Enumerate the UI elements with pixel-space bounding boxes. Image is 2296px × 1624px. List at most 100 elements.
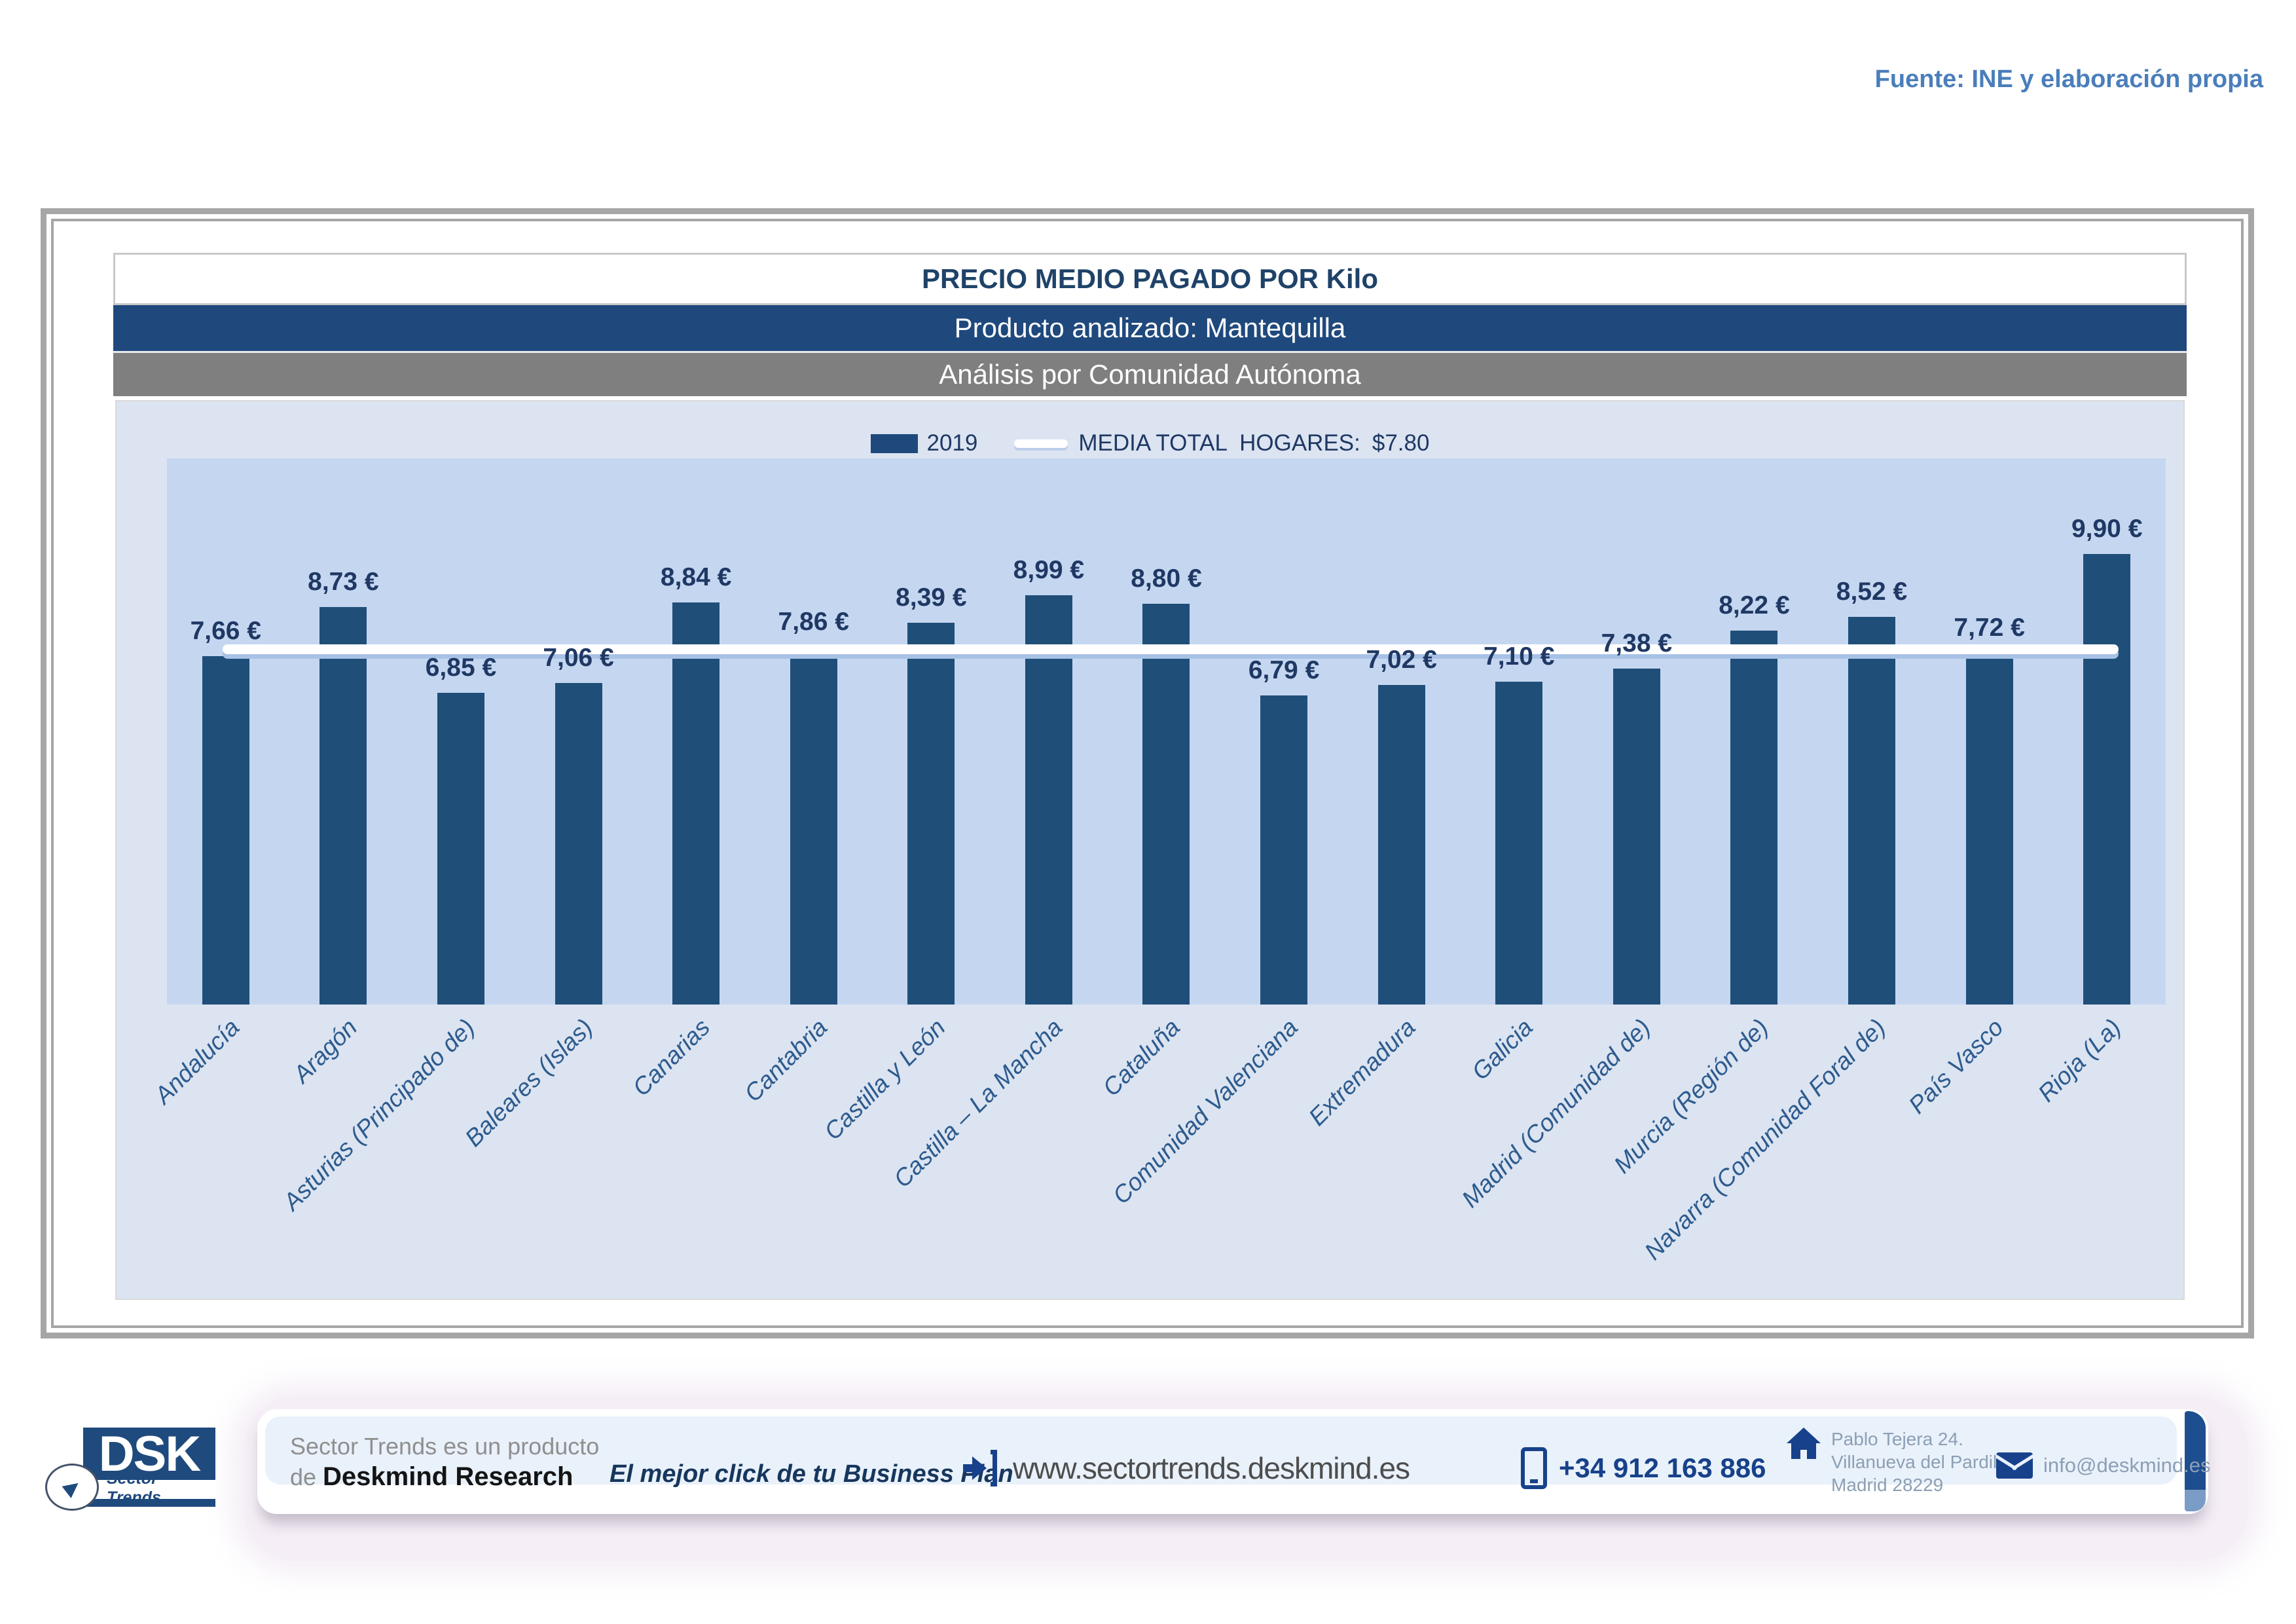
x-axis-label: Madrid (Comunidad de): [1457, 1014, 1656, 1213]
x-axis-labels: Andalucía Aragón Asturias (Principado de) B…: [149, 1005, 2166, 1299]
bar-slot: 7,86 €: [755, 458, 873, 1005]
bar: [1848, 616, 1896, 1005]
x-axis-label: Rioja (La): [2032, 1014, 2126, 1107]
bar: [1025, 595, 1072, 1005]
bar-slot: 6,85 €: [402, 458, 520, 1005]
series-label: 2019: [926, 430, 978, 456]
footer-address-row: Pablo Tejera 24. Villanueva del Pardillo.…: [1787, 1428, 2016, 1496]
footer-product-prefix: Sector Trends es un producto: [290, 1433, 600, 1460]
footer-slogan: El mejor click de tu Business Plan: [610, 1460, 1013, 1488]
bar-value-label: 8,39 €: [896, 583, 967, 612]
footer-brand: Deskmind Research: [323, 1462, 574, 1491]
cursor-arrow-icon: ►: [54, 1468, 90, 1506]
logo-tagline: Sector Trends: [107, 1469, 161, 1507]
bar-value-label: 8,73 €: [308, 568, 379, 597]
chart-legend: 2019 MEDIA TOTAL HOGARES: $7.80: [117, 430, 2183, 456]
bar-value-label: 8,99 €: [1013, 556, 1085, 585]
footer-accent-bar: [2185, 1411, 2206, 1490]
bar: [1965, 653, 2013, 1005]
bar-slot: 9,90 €: [2048, 458, 2166, 1005]
footer-product-line: Sector Trends es un producto de Deskmind…: [290, 1431, 599, 1492]
bar: [1377, 685, 1425, 1005]
bar-slot: 8,22 €: [1696, 458, 1813, 1005]
bar-slot: 8,84 €: [637, 458, 755, 1005]
bar-slot: 7,66 €: [167, 458, 285, 1005]
bar-slot: 8,39 €: [873, 458, 991, 1005]
logo-block: DSK: [83, 1426, 215, 1482]
chart-header: PRECIO MEDIO PAGADO POR Kilo Producto an…: [113, 253, 2187, 396]
bar-slot: 8,73 €: [285, 458, 403, 1005]
x-axis-label: Cantabria: [739, 1014, 833, 1107]
media-line-swatch-icon: [1014, 439, 1068, 448]
bar-slot: 8,99 €: [990, 458, 1108, 1005]
subtitle-analysis: Análisis por Comunidad Autónoma: [113, 353, 2187, 396]
bar-slot: 6,79 €: [1225, 458, 1343, 1005]
bar-value-label: 6,85 €: [425, 653, 497, 682]
bar-value-label: 8,84 €: [660, 563, 732, 591]
bar: [555, 683, 602, 1005]
x-axis-label: País Vasco: [1903, 1014, 2009, 1119]
bar-value-label: 7,38 €: [1601, 629, 1673, 658]
x-axis-label: Galicia: [1467, 1014, 1539, 1085]
bar: [437, 692, 484, 1005]
bar-slot: 8,80 €: [1108, 458, 1226, 1005]
bar-slot: 7,02 €: [1343, 458, 1461, 1005]
dsk-logo: DSK Sector Trends ►: [45, 1426, 215, 1511]
logo-acronym: DSK: [98, 1426, 201, 1482]
x-axis-label: Asturias (Principado de): [278, 1014, 480, 1216]
bar-slot: 7,10 €: [1460, 458, 1578, 1005]
x-axis-label: Extremadura: [1303, 1014, 1421, 1131]
bar-value-label: 7,10 €: [1484, 642, 1555, 671]
bar-value-label: 6,79 €: [1248, 656, 1320, 685]
bar: [202, 655, 249, 1005]
footer-phone-number[interactable]: +34 912 163 886: [1559, 1452, 1766, 1483]
bar-value-label: 8,22 €: [1719, 591, 1790, 619]
bar-slot: 7,38 €: [1578, 458, 1696, 1005]
bar: [319, 607, 367, 1005]
arrow-bracket-icon: [963, 1450, 1001, 1486]
bar: [1260, 695, 1308, 1005]
bar: [2083, 553, 2131, 1005]
bar: [907, 622, 955, 1005]
home-icon: [1787, 1428, 1821, 1462]
source-note: Fuente: INE y elaboración propia: [1874, 65, 2263, 93]
footer-website-row: www.sectortrends.deskmind.es: [963, 1450, 1410, 1486]
page-title: PRECIO MEDIO PAGADO POR Kilo: [113, 253, 2187, 305]
chart-panel: 2019 MEDIA TOTAL HOGARES: $7.80 7,66 € 8,…: [115, 400, 2185, 1300]
media-label: MEDIA TOTAL HOGARES:: [1078, 430, 1360, 456]
bar: [1495, 681, 1543, 1005]
plot-area: 7,66 € 8,73 € 6,85 € 7,06 € 8,84 € 7,86 € 8,39…: [167, 458, 2166, 1005]
bar-slot: 7,72 €: [1931, 458, 2049, 1005]
footer-card: Sector Trends es un producto de Deskmind…: [257, 1409, 2210, 1514]
footer-email-row: info@deskmind.es: [1996, 1452, 2210, 1479]
logo-band: Sector Trends: [83, 1469, 215, 1507]
footer-email-link[interactable]: info@deskmind.es: [2043, 1454, 2211, 1477]
bar: [1142, 604, 1190, 1005]
bar-value-label: 8,80 €: [1131, 564, 1202, 593]
footer-address: Pablo Tejera 24. Villanueva del Pardillo.…: [1831, 1429, 2016, 1495]
logo-bar: [83, 1499, 215, 1507]
footer-phone-row: +34 912 163 886: [1521, 1447, 1766, 1489]
x-axis-label: Cataluña: [1097, 1014, 1186, 1101]
bar-value-label: 8,52 €: [1836, 577, 1908, 606]
x-axis-label: Canarias: [627, 1014, 716, 1101]
media-total-line: [223, 644, 2119, 654]
bar: [1730, 630, 1778, 1005]
logo-circle: ►: [45, 1464, 99, 1511]
bar-value-label: 7,06 €: [543, 644, 614, 673]
x-axis-label: Navarra (Comunidad Foral de): [1639, 1014, 1891, 1265]
bar: [672, 602, 720, 1005]
bar-value-label: 7,72 €: [1954, 614, 2025, 642]
x-axis-label: Baleares (Islas): [459, 1014, 598, 1152]
bar-value-label: 9,90 €: [2071, 514, 2143, 543]
footer-website-link[interactable]: www.sectortrends.deskmind.es: [1013, 1451, 1410, 1485]
bar: [1613, 669, 1660, 1005]
footer-product-de: de: [290, 1464, 323, 1490]
bar-slot: 8,52 €: [1813, 458, 1931, 1005]
footer-accent-bar-light: [2185, 1490, 2206, 1511]
envelope-icon: [1996, 1452, 2033, 1479]
bar: [790, 646, 837, 1005]
bar-value-label: 7,86 €: [778, 607, 849, 636]
bar-slot: 7,06 €: [520, 458, 638, 1005]
bar-value-label: 7,66 €: [190, 616, 261, 645]
